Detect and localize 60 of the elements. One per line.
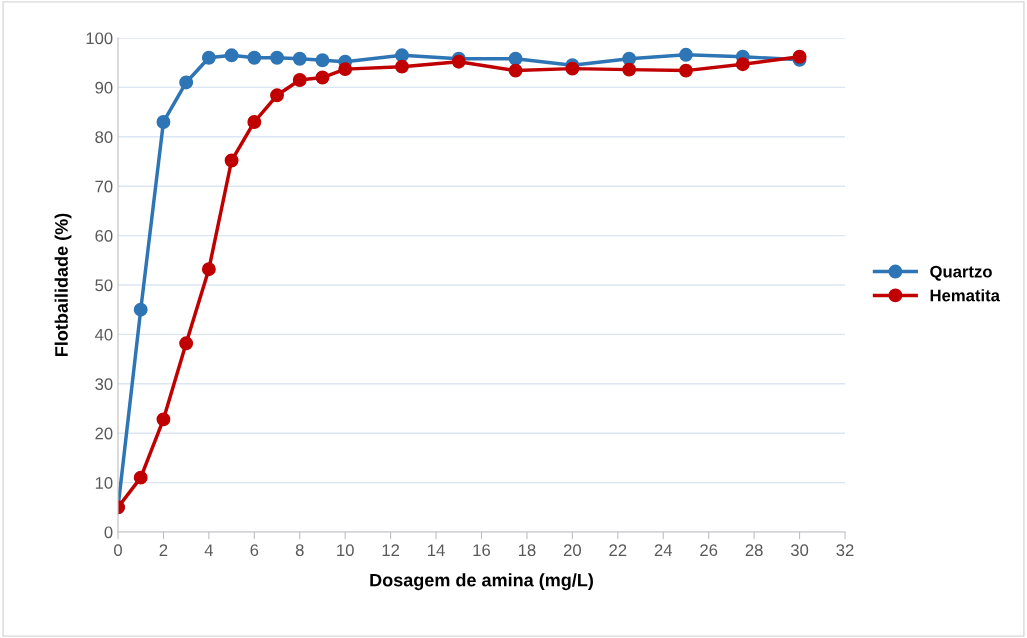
point — [247, 115, 262, 129]
point — [270, 88, 284, 103]
point — [679, 63, 693, 78]
y-tick-label: 10 — [95, 477, 113, 489]
y-tick-label: 30 — [95, 378, 113, 390]
x-tick-label: 18 — [518, 544, 536, 557]
point — [622, 51, 637, 66]
point — [156, 412, 171, 427]
y-tick-label: 20 — [95, 427, 113, 440]
point — [622, 62, 637, 77]
point — [224, 153, 239, 168]
y-tick-label: 70 — [95, 180, 113, 193]
point — [508, 51, 523, 66]
x-tick-label: 8 — [295, 544, 304, 557]
y-tick-label: 60 — [95, 230, 113, 242]
point — [247, 50, 262, 65]
legend-label: Hematita — [930, 289, 1001, 302]
x-tick-label: 4 — [204, 544, 214, 556]
point — [508, 63, 523, 78]
point — [224, 48, 239, 63]
x-tick-label: 22 — [609, 544, 627, 556]
x-tick-label: 16 — [473, 544, 491, 557]
point — [179, 336, 194, 351]
point — [133, 470, 148, 485]
point — [395, 48, 409, 63]
y-tick-label: 100 — [86, 32, 113, 45]
point — [179, 75, 194, 90]
x-tick-label: 14 — [428, 544, 445, 556]
point — [679, 47, 693, 62]
point — [133, 302, 148, 317]
point — [156, 115, 171, 129]
y-tick-label: 90 — [95, 81, 113, 94]
x-tick-label: 30 — [790, 544, 809, 557]
x-tick-label: 20 — [563, 544, 581, 557]
x-tick-label: 32 — [836, 544, 854, 557]
y-tick-label: 80 — [95, 131, 113, 143]
point — [735, 57, 750, 72]
y-tick-label: 40 — [94, 328, 113, 341]
x-tick-label: 28 — [745, 544, 763, 557]
point — [292, 73, 307, 87]
point — [315, 70, 330, 85]
point — [270, 50, 284, 65]
x-tick-label: 0 — [114, 544, 122, 557]
point — [315, 53, 330, 68]
x-tick-label: 12 — [382, 544, 400, 556]
point — [201, 262, 216, 277]
x-tick-label: 24 — [654, 544, 673, 556]
legend-label: Quartzo — [930, 265, 992, 281]
x-axis-title: Dosagem de amina (mg/L) — [370, 573, 593, 591]
point — [201, 50, 216, 65]
y-tick-label: 0 — [104, 526, 113, 539]
point — [292, 51, 307, 66]
point — [395, 59, 409, 74]
x-tick-label: 6 — [250, 544, 259, 557]
y-axis-title: Flotbailidade (%) — [54, 213, 72, 357]
x-tick-label: 26 — [700, 544, 718, 557]
x-tick-label: 10 — [337, 544, 354, 557]
x-tick-label: 2 — [159, 544, 168, 556]
y-tick-label: 50 — [95, 279, 113, 292]
point — [338, 62, 353, 77]
